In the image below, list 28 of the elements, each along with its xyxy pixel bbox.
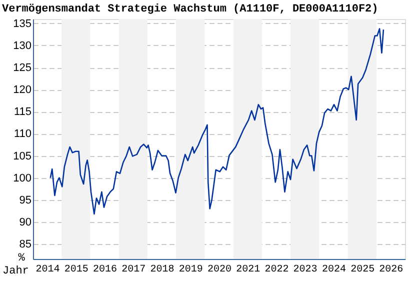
y-tick-label: 120 [13,84,32,96]
x-tick-label: 2022 [264,264,289,276]
y-tick-label: 90 [19,216,32,228]
x-tick-label: 2024 [322,264,346,276]
y-tick-label: 110 [14,128,32,140]
y-tick-label: 105 [13,150,32,162]
x-tick-label: 2026 [379,264,404,276]
x-tick-label: 2021 [236,264,260,276]
x-tick-label: 2016 [93,264,118,276]
x-tick-label: 2014 [36,264,60,276]
y-tick-label: 115 [14,106,32,118]
x-tick-label: 2015 [64,264,88,276]
x-tick-label: 2019 [178,264,203,276]
x-tick-label: 2017 [122,264,146,276]
y-tick-label: 125 [13,62,32,74]
x-tick-label: 2023 [293,264,318,276]
y-axis-title: % [18,252,26,264]
y-tick-label: 130 [13,40,32,52]
y-tick-label: 100 [13,172,32,184]
x-tick-label: 2018 [150,264,174,276]
y-tick-label: 135 [13,18,32,30]
x-tick-label: 2025 [350,264,375,276]
x-axis-title: Jahr [2,266,29,278]
x-tick-label: 2020 [207,264,232,276]
y-tick-label: 85 [19,238,32,250]
line-series [50,28,384,215]
chart-title: Vermögensmandat Strategie Wachstum (A1110F, DE000A1110F2) [2,3,378,16]
y-tick-label: 95 [19,194,32,206]
